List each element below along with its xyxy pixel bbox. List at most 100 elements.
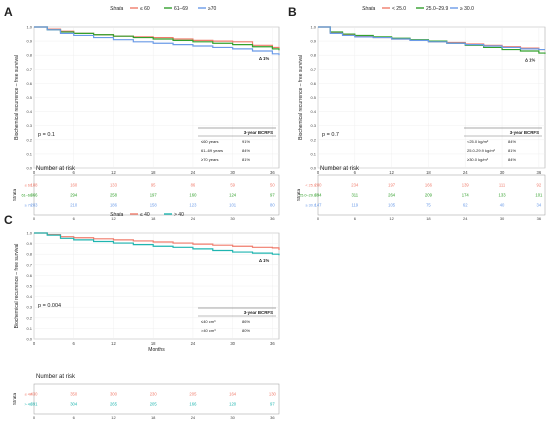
risk-title: Number at risk (320, 166, 360, 172)
risk-x-tick: 36 (537, 216, 542, 221)
risk-cell: 50 (270, 183, 275, 188)
risk-cell: 174 (462, 193, 470, 198)
table-header: 3-year BCRFS (244, 310, 273, 315)
x-tick-label: 0 (33, 341, 36, 346)
risk-cell: 62 (463, 203, 468, 208)
y-tick-label: 0.8 (26, 53, 32, 58)
y-tick-label: 1.0 (26, 231, 32, 236)
table-cell-value: 91% (242, 139, 250, 144)
y-tick-label: 0.6 (26, 273, 32, 278)
risk-x-tick: 18 (151, 415, 156, 420)
risk-cell: 166 (425, 183, 433, 188)
risk-x-tick: 12 (389, 216, 394, 221)
risk-cell: 304 (70, 402, 78, 407)
risk-cell: 59 (230, 183, 235, 188)
legend-label: 61–69 (174, 6, 188, 12)
risk-panel (33, 174, 280, 216)
y-tick-label: 0.5 (310, 95, 316, 100)
y-tick-label: 0.0 (26, 337, 32, 342)
y-tick-label: 0.3 (26, 305, 32, 310)
y-tick-label: 0.3 (310, 123, 316, 128)
legend-label: ≥ 30.0 (460, 6, 474, 12)
risk-cell: 119 (351, 203, 358, 208)
y-tick-label: 0.0 (310, 166, 316, 171)
x-tick-label: 18 (151, 341, 156, 346)
annotation-label: Δ 1% (259, 56, 270, 61)
legend-label: ≥70 (208, 6, 217, 12)
x-tick-label: 12 (111, 170, 116, 175)
x-axis-label: Months (148, 347, 165, 353)
risk-axis-label: Strata (296, 188, 301, 201)
risk-cell: 258 (110, 193, 118, 198)
x-tick-label: 30 (500, 170, 505, 175)
risk-cell: 139 (462, 183, 470, 188)
risk-x-tick: 12 (111, 415, 116, 420)
legend-label: > 40 (174, 212, 184, 218)
y-tick-label: 0.5 (26, 284, 32, 289)
risk-cell: 197 (388, 183, 396, 188)
series-line (34, 26, 280, 51)
table-cell-value: 81% (508, 148, 516, 153)
risk-cell: 205 (189, 392, 197, 397)
x-tick-label: 24 (191, 341, 196, 346)
x-tick-label: 30 (230, 170, 235, 175)
x-tick-label: 6 (354, 170, 357, 175)
risk-cell: 265 (110, 402, 118, 407)
legend-title: Strata (110, 6, 124, 12)
risk-cell: 205 (150, 402, 158, 407)
legend-label: 25.0–29.9 (426, 6, 448, 12)
table-cell-value: 81% (242, 157, 250, 162)
x-tick-label: 24 (191, 170, 196, 175)
risk-row-label: < 25.0 (305, 184, 316, 188)
risk-cell: 280 (315, 183, 323, 188)
y-axis-label: Biochemical recurrence – free survival (14, 55, 20, 140)
table-cell-value: 84% (508, 139, 516, 144)
y-tick-label: 0.8 (310, 53, 316, 58)
x-tick-label: 6 (73, 341, 76, 346)
y-tick-label: 0.4 (26, 294, 32, 299)
panel-letter: C (4, 213, 13, 227)
risk-cell: 75 (426, 203, 431, 208)
risk-x-tick: 18 (151, 216, 156, 221)
x-tick-label: 18 (426, 170, 431, 175)
x-tick-label: 36 (270, 341, 275, 346)
series-line (34, 26, 280, 56)
risk-cell: 80 (270, 203, 275, 208)
risk-row-label: ≥ 70 (25, 204, 32, 208)
table-cell-value: 86% (242, 319, 250, 324)
y-tick-label: 0.2 (26, 315, 32, 320)
table-cell-label: ≤60 years (201, 139, 219, 144)
x-tick-label: 12 (111, 341, 116, 346)
risk-x-tick: 30 (500, 216, 505, 221)
y-tick-label: 0.9 (26, 39, 32, 44)
y-tick-label: 0.1 (26, 326, 32, 331)
y-tick-label: 0.6 (26, 81, 32, 86)
y-tick-label: 0.1 (310, 151, 316, 156)
risk-cell: 95 (151, 183, 156, 188)
risk-cell: 34 (537, 203, 542, 208)
table-cell-label: ≤40 cm³ (201, 319, 216, 324)
table-cell-label: 61–69 years (201, 148, 223, 153)
legend-title: Strata (362, 6, 376, 12)
risk-cell: 210 (70, 203, 78, 208)
y-tick-label: 0.5 (26, 95, 32, 100)
legend-label: ≤ 60 (140, 6, 150, 12)
series-line (34, 232, 280, 256)
risk-cell: 101 (535, 193, 543, 198)
x-tick-label: 0 (33, 170, 36, 175)
y-tick-label: 0.9 (310, 39, 316, 44)
table-cell-value: 84% (242, 148, 250, 153)
risk-x-tick: 6 (73, 216, 76, 221)
risk-x-tick: 36 (270, 415, 275, 420)
risk-cell: 158 (150, 203, 158, 208)
x-tick-label: 12 (389, 170, 394, 175)
risk-row-label: > 40 (25, 403, 33, 407)
risk-cell: 120 (229, 402, 237, 407)
y-tick-label: 0.2 (26, 137, 32, 142)
risk-x-tick: 6 (354, 216, 357, 221)
x-tick-label: 24 (463, 170, 468, 175)
risk-x-tick: 6 (73, 415, 76, 420)
x-tick-label: 0 (317, 170, 320, 175)
risk-cell: 111 (499, 183, 506, 188)
